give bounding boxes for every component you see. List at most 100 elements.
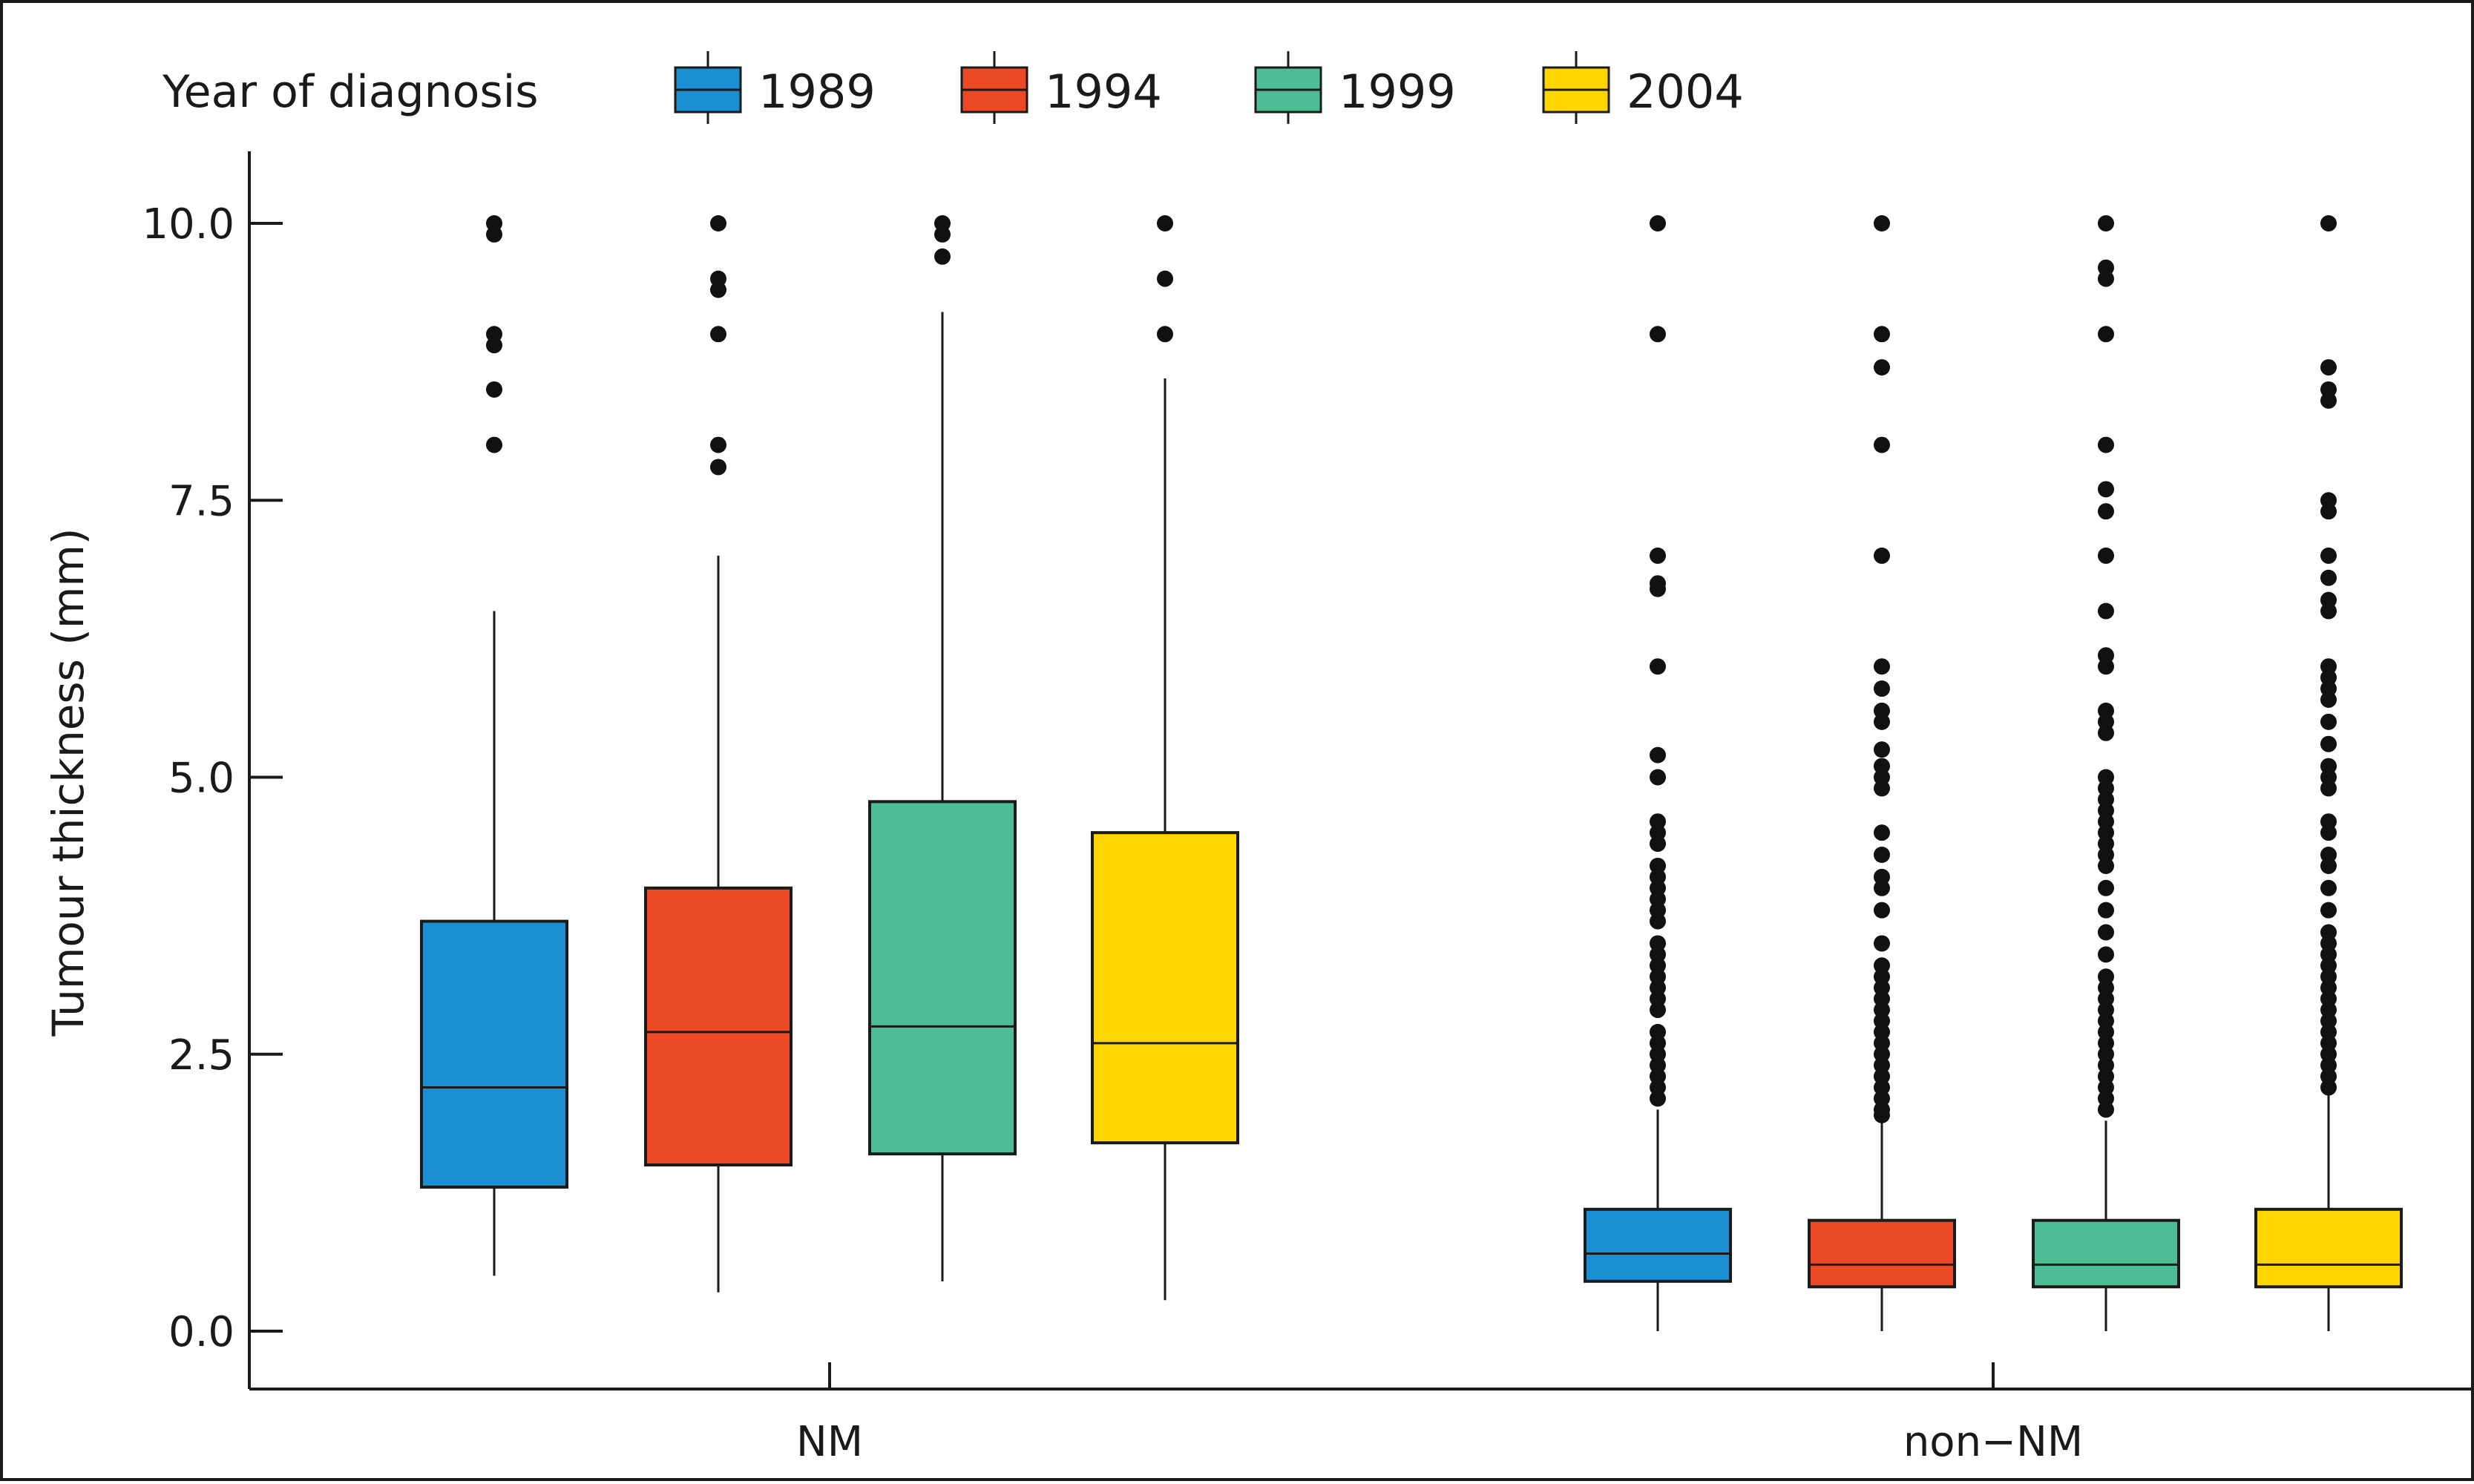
outlier-point [1650, 935, 1666, 952]
outlier-point [1874, 326, 1890, 343]
outlier-point [2098, 436, 2114, 453]
outlier-point [486, 436, 502, 453]
outlier-point [2320, 813, 2337, 830]
outlier-point [2320, 547, 2337, 564]
box-1989-non−NM [1584, 215, 1732, 1331]
outlier-point [1650, 575, 1666, 592]
iqr-box [1584, 1207, 1732, 1283]
legend-item-1999: 1999 [1254, 51, 1456, 124]
outlier-point [1874, 758, 1890, 775]
outlier-point [1650, 326, 1666, 343]
outlier-point [934, 248, 951, 265]
outlier-point [710, 436, 726, 453]
legend-item-2004: 2004 [1542, 51, 1744, 124]
iqr-box [644, 886, 793, 1167]
legend-label: 1989 [758, 65, 876, 119]
box-2004-non−NM [2254, 215, 2403, 1331]
outlier-point [1650, 746, 1666, 764]
outlier-point [710, 215, 726, 232]
iqr-box [2254, 1207, 2403, 1289]
y-tick-label: 7.5 [168, 477, 234, 525]
outlier-point [1874, 702, 1890, 719]
outlier-point [2098, 215, 2114, 232]
outlier-point [1874, 680, 1890, 697]
box-plot-chart: Year of diagnosis 1989 1994 1999 2004 0.0 2.… [43, 51, 2474, 1466]
outlier-point [1650, 1023, 1666, 1040]
box-1999-non−NM [2032, 215, 2180, 1331]
outlier-point [2098, 702, 2114, 719]
outlier-point [1874, 359, 1890, 376]
outlier-point [1874, 824, 1890, 841]
outlier-point [2098, 326, 2114, 343]
outlier-point [1157, 215, 1173, 232]
outlier-point [2098, 481, 2114, 498]
x-tick-label: non−NM [1903, 1418, 2083, 1466]
outlier-point [1650, 857, 1666, 874]
outlier-point [1157, 326, 1173, 343]
outlier-point [2098, 902, 2114, 919]
box-1994-non−NM [1808, 215, 1956, 1331]
outlier-point [1874, 957, 1890, 974]
legend-label: 1999 [1339, 65, 1456, 119]
outlier-point [2320, 879, 2337, 896]
outlier-point [2098, 924, 2114, 941]
box-2004-NM [1091, 215, 1239, 1301]
legend-item-1994: 1994 [960, 51, 1162, 124]
outlier-point [2098, 968, 2114, 985]
outlier-point [2098, 603, 2114, 620]
outlier-point [1650, 215, 1666, 232]
outlier-point [710, 270, 726, 287]
legend-label: 1994 [1045, 65, 1162, 119]
outlier-point [2320, 758, 2337, 775]
outlier-point [2320, 492, 2337, 509]
outlier-point [2320, 735, 2337, 752]
outlier-point [1650, 547, 1666, 564]
outlier-point [710, 326, 726, 343]
outlier-point [2098, 879, 2114, 896]
outlier-point [1874, 847, 1890, 864]
axes: 0.0 2.5 5.0 7.5 10.0 NM non−NM [142, 151, 2474, 1466]
legend-label: 2004 [1627, 65, 1744, 119]
outlier-point [486, 381, 502, 398]
y-tick-label: 0.0 [168, 1308, 234, 1356]
outlier-point [1650, 813, 1666, 830]
box-1994-NM [644, 215, 793, 1293]
outlier-point [2098, 946, 2114, 963]
outlier-point [1650, 769, 1666, 786]
outlier-point [2098, 769, 2114, 786]
outlier-point [1874, 868, 1890, 885]
outlier-point [2320, 381, 2337, 398]
outlier-point [710, 459, 726, 476]
outlier-point [2320, 359, 2337, 376]
outlier-point [1650, 658, 1666, 675]
outlier-point [2320, 902, 2337, 919]
outlier-point [2098, 547, 2114, 564]
outlier-point [2320, 924, 2337, 941]
outlier-point [1874, 935, 1890, 952]
box-1989-NM [420, 215, 568, 1276]
iqr-box [2032, 1218, 2180, 1289]
outlier-point [1874, 902, 1890, 919]
outlier-point [2320, 591, 2337, 608]
legend-title: Year of diagnosis [162, 66, 539, 118]
outlier-point [2098, 259, 2114, 276]
iqr-box [1808, 1218, 1956, 1289]
outlier-point [934, 215, 951, 232]
outlier-point [1874, 658, 1890, 675]
iqr-box [1091, 831, 1239, 1145]
outlier-point [1874, 436, 1890, 453]
legend: Year of diagnosis 1989 1994 1999 2004 [162, 51, 1744, 124]
y-axis-title: Tumour thickness (mm) [43, 528, 93, 1037]
iqr-box [868, 800, 1017, 1156]
outlier-point [1157, 270, 1173, 287]
outlier-point [486, 215, 502, 232]
outlier-point [2320, 569, 2337, 586]
y-tick-label: 5.0 [168, 755, 234, 803]
outlier-point [2320, 847, 2337, 864]
iqr-box [420, 919, 568, 1189]
y-tick-label: 2.5 [168, 1031, 234, 1080]
outlier-point [1874, 215, 1890, 232]
x-tick-label: NM [796, 1418, 863, 1466]
outlier-point [486, 326, 502, 343]
